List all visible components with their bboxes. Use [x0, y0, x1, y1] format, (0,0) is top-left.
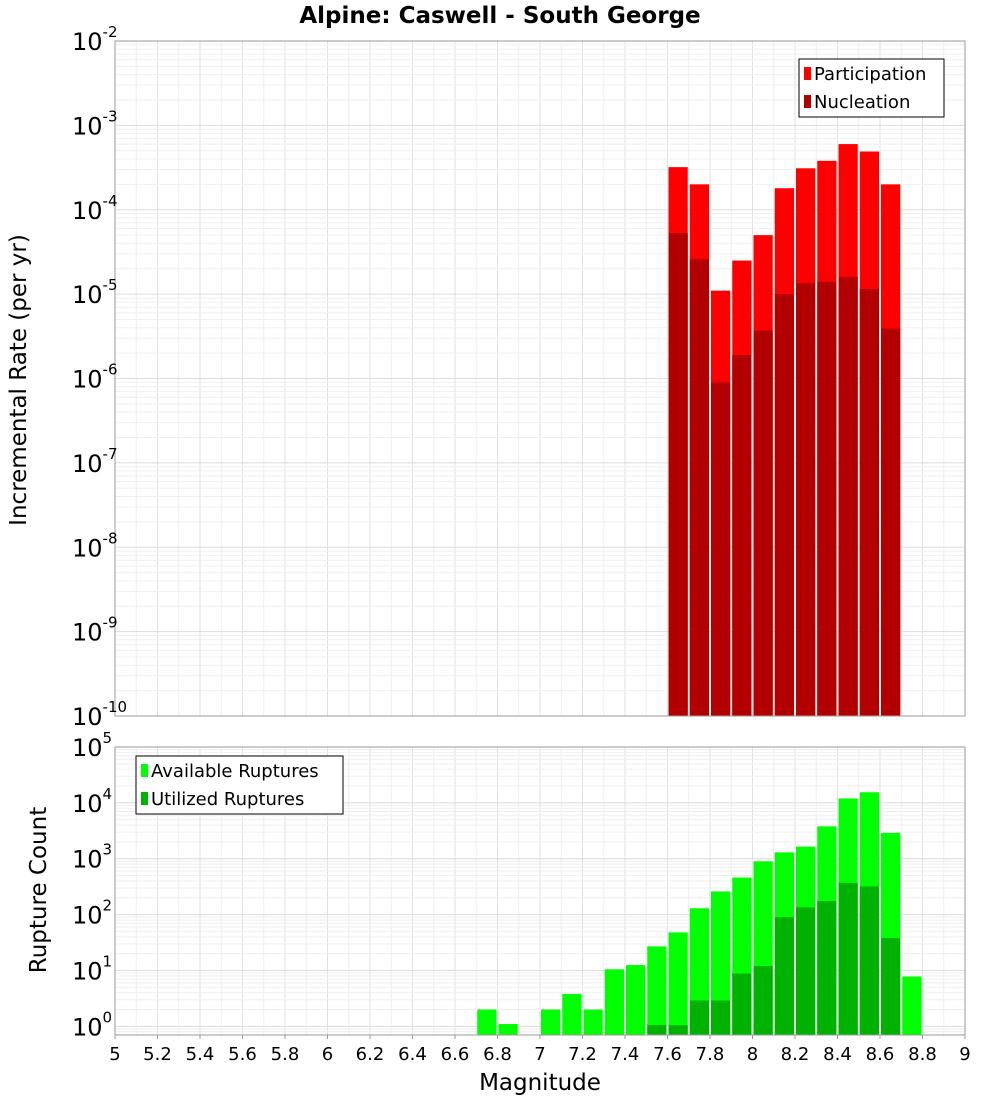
legend-box [135, 755, 344, 815]
x-tick-label: 8.6 [866, 1044, 895, 1065]
utilized-ruptures-bar [732, 973, 752, 1035]
x-tick-label: 5 [109, 1044, 120, 1065]
nucleation-bar [881, 328, 901, 716]
y-tick-label: 100 [72, 1008, 112, 1041]
utilized-ruptures-bar [668, 1025, 688, 1035]
nucleation-bar [689, 259, 709, 716]
x-tick-label: 7.6 [653, 1044, 682, 1065]
x-tick-label: 6 [322, 1044, 333, 1065]
rate-y-axis-label: Incremental Rate (per yr) [6, 234, 32, 526]
x-tick-label: 5.6 [228, 1044, 257, 1065]
rate-bars [668, 144, 901, 717]
available-ruptures-bar [583, 1009, 603, 1035]
available-ruptures-bar [498, 1024, 518, 1035]
nucleation-bar [838, 276, 858, 716]
x-tick-label: 6.6 [441, 1044, 470, 1065]
y-tick-label: 10-5 [72, 276, 118, 309]
nucleation-bar [817, 281, 837, 716]
nucleation-bar [753, 330, 773, 716]
utilized-ruptures-bar [796, 907, 816, 1035]
rate-legend: Participation Nucleation [798, 58, 945, 118]
nucleation-bar [732, 354, 752, 716]
rate-panel: 10-10 10-9 10-8 10-7 10-6 10-5 10-4 10-3 10-2 In… [6, 23, 966, 731]
y-tick-label: 10-2 [72, 23, 118, 56]
x-tick-label: 8.2 [781, 1044, 810, 1065]
count-bars [477, 792, 922, 1035]
rate-grid [114, 40, 966, 717]
x-tick-label: 6.8 [483, 1044, 512, 1065]
x-tick-label: 8.4 [823, 1044, 852, 1065]
utilized-ruptures-bar [859, 886, 879, 1035]
x-tick-label: 8.8 [908, 1044, 937, 1065]
magnitude-x-axis-label: Magnitude [479, 1070, 601, 1096]
nucleation-bar [668, 233, 688, 716]
available-ruptures-bar [626, 965, 646, 1035]
available-ruptures-bar [562, 993, 582, 1035]
x-tick-label: 7 [534, 1044, 545, 1065]
y-tick-label: 10-6 [72, 361, 118, 394]
available-ruptures-bar [477, 1009, 497, 1035]
y-tick-label: 10-9 [72, 614, 118, 647]
y-tick-label: 104 [72, 785, 112, 818]
y-tick-label: 10-4 [72, 192, 118, 225]
legend-swatch [141, 792, 148, 805]
legend-label: Available Ruptures [151, 761, 319, 782]
x-tick-label: 5.8 [271, 1044, 300, 1065]
chart-title: Alpine: Caswell - South George [299, 3, 700, 29]
rate-y-ticks: 10-10 10-9 10-8 10-7 10-6 10-5 10-4 10-3 10-2 [72, 23, 127, 731]
nucleation-bar [711, 382, 731, 716]
nucleation-bar [859, 289, 879, 716]
x-tick-label: 5.4 [186, 1044, 215, 1065]
y-tick-label: 10-8 [72, 529, 118, 562]
y-tick-label: 102 [72, 897, 112, 930]
y-tick-label: 10-3 [72, 107, 118, 140]
legend-label: Participation [814, 64, 926, 85]
utilized-ruptures-bar [711, 1000, 731, 1035]
x-tick-label: 6.4 [398, 1044, 427, 1065]
legend-label: Utilized Ruptures [151, 789, 304, 810]
count-y-axis-label: Rupture Count [26, 807, 52, 973]
legend-swatch [804, 67, 811, 80]
x-tick-label: 9 [959, 1044, 970, 1065]
legend-box [798, 58, 945, 118]
nucleation-bar [774, 294, 794, 716]
available-ruptures-bar [711, 891, 731, 1035]
available-ruptures-bar [902, 976, 922, 1035]
x-tick-label: 7.4 [611, 1044, 640, 1065]
x-tick-label: 7.8 [696, 1044, 725, 1065]
available-ruptures-bar [668, 932, 688, 1035]
utilized-ruptures-bar [753, 966, 773, 1035]
x-tick-label: 7.2 [568, 1044, 597, 1065]
magnitude-x-ticks: 5 5.2 5.4 5.6 5.8 6 6.2 6.4 6.6 6.8 7 7.2 7.4 7.6 7.8 8… [109, 1035, 971, 1065]
y-tick-label: 103 [72, 841, 112, 874]
y-tick-label: 105 [72, 729, 112, 762]
legend-swatch [804, 95, 811, 108]
available-ruptures-bar [647, 946, 667, 1035]
utilized-ruptures-bar [838, 882, 858, 1035]
count-panel: 100 101 102 103 104 105 5 5.2 5.4 5.6 5.8 6 6.2 6.4 6… [26, 729, 971, 1096]
rate-plot-frame [114, 40, 966, 717]
utilized-ruptures-bar [689, 1000, 709, 1035]
y-tick-label: 10-7 [72, 445, 118, 478]
count-y-ticks: 100 101 102 103 104 105 [72, 729, 112, 1041]
x-tick-label: 8 [747, 1044, 758, 1065]
nucleation-bar [796, 283, 816, 716]
utilized-ruptures-bar [774, 917, 794, 1035]
legend-swatch [141, 764, 148, 777]
utilized-ruptures-bar [647, 1025, 667, 1035]
x-tick-label: 5.2 [143, 1044, 172, 1065]
available-ruptures-bar [604, 969, 624, 1035]
utilized-ruptures-bar [817, 901, 837, 1035]
utilized-ruptures-bar [881, 938, 901, 1035]
y-tick-label: 10-10 [72, 698, 127, 731]
y-tick-label: 101 [72, 952, 112, 985]
available-ruptures-bar [541, 1009, 561, 1035]
x-tick-label: 6.2 [356, 1044, 385, 1065]
legend-label: Nucleation [814, 92, 910, 113]
count-legend: Available Ruptures Utilized Ruptures [135, 755, 344, 815]
